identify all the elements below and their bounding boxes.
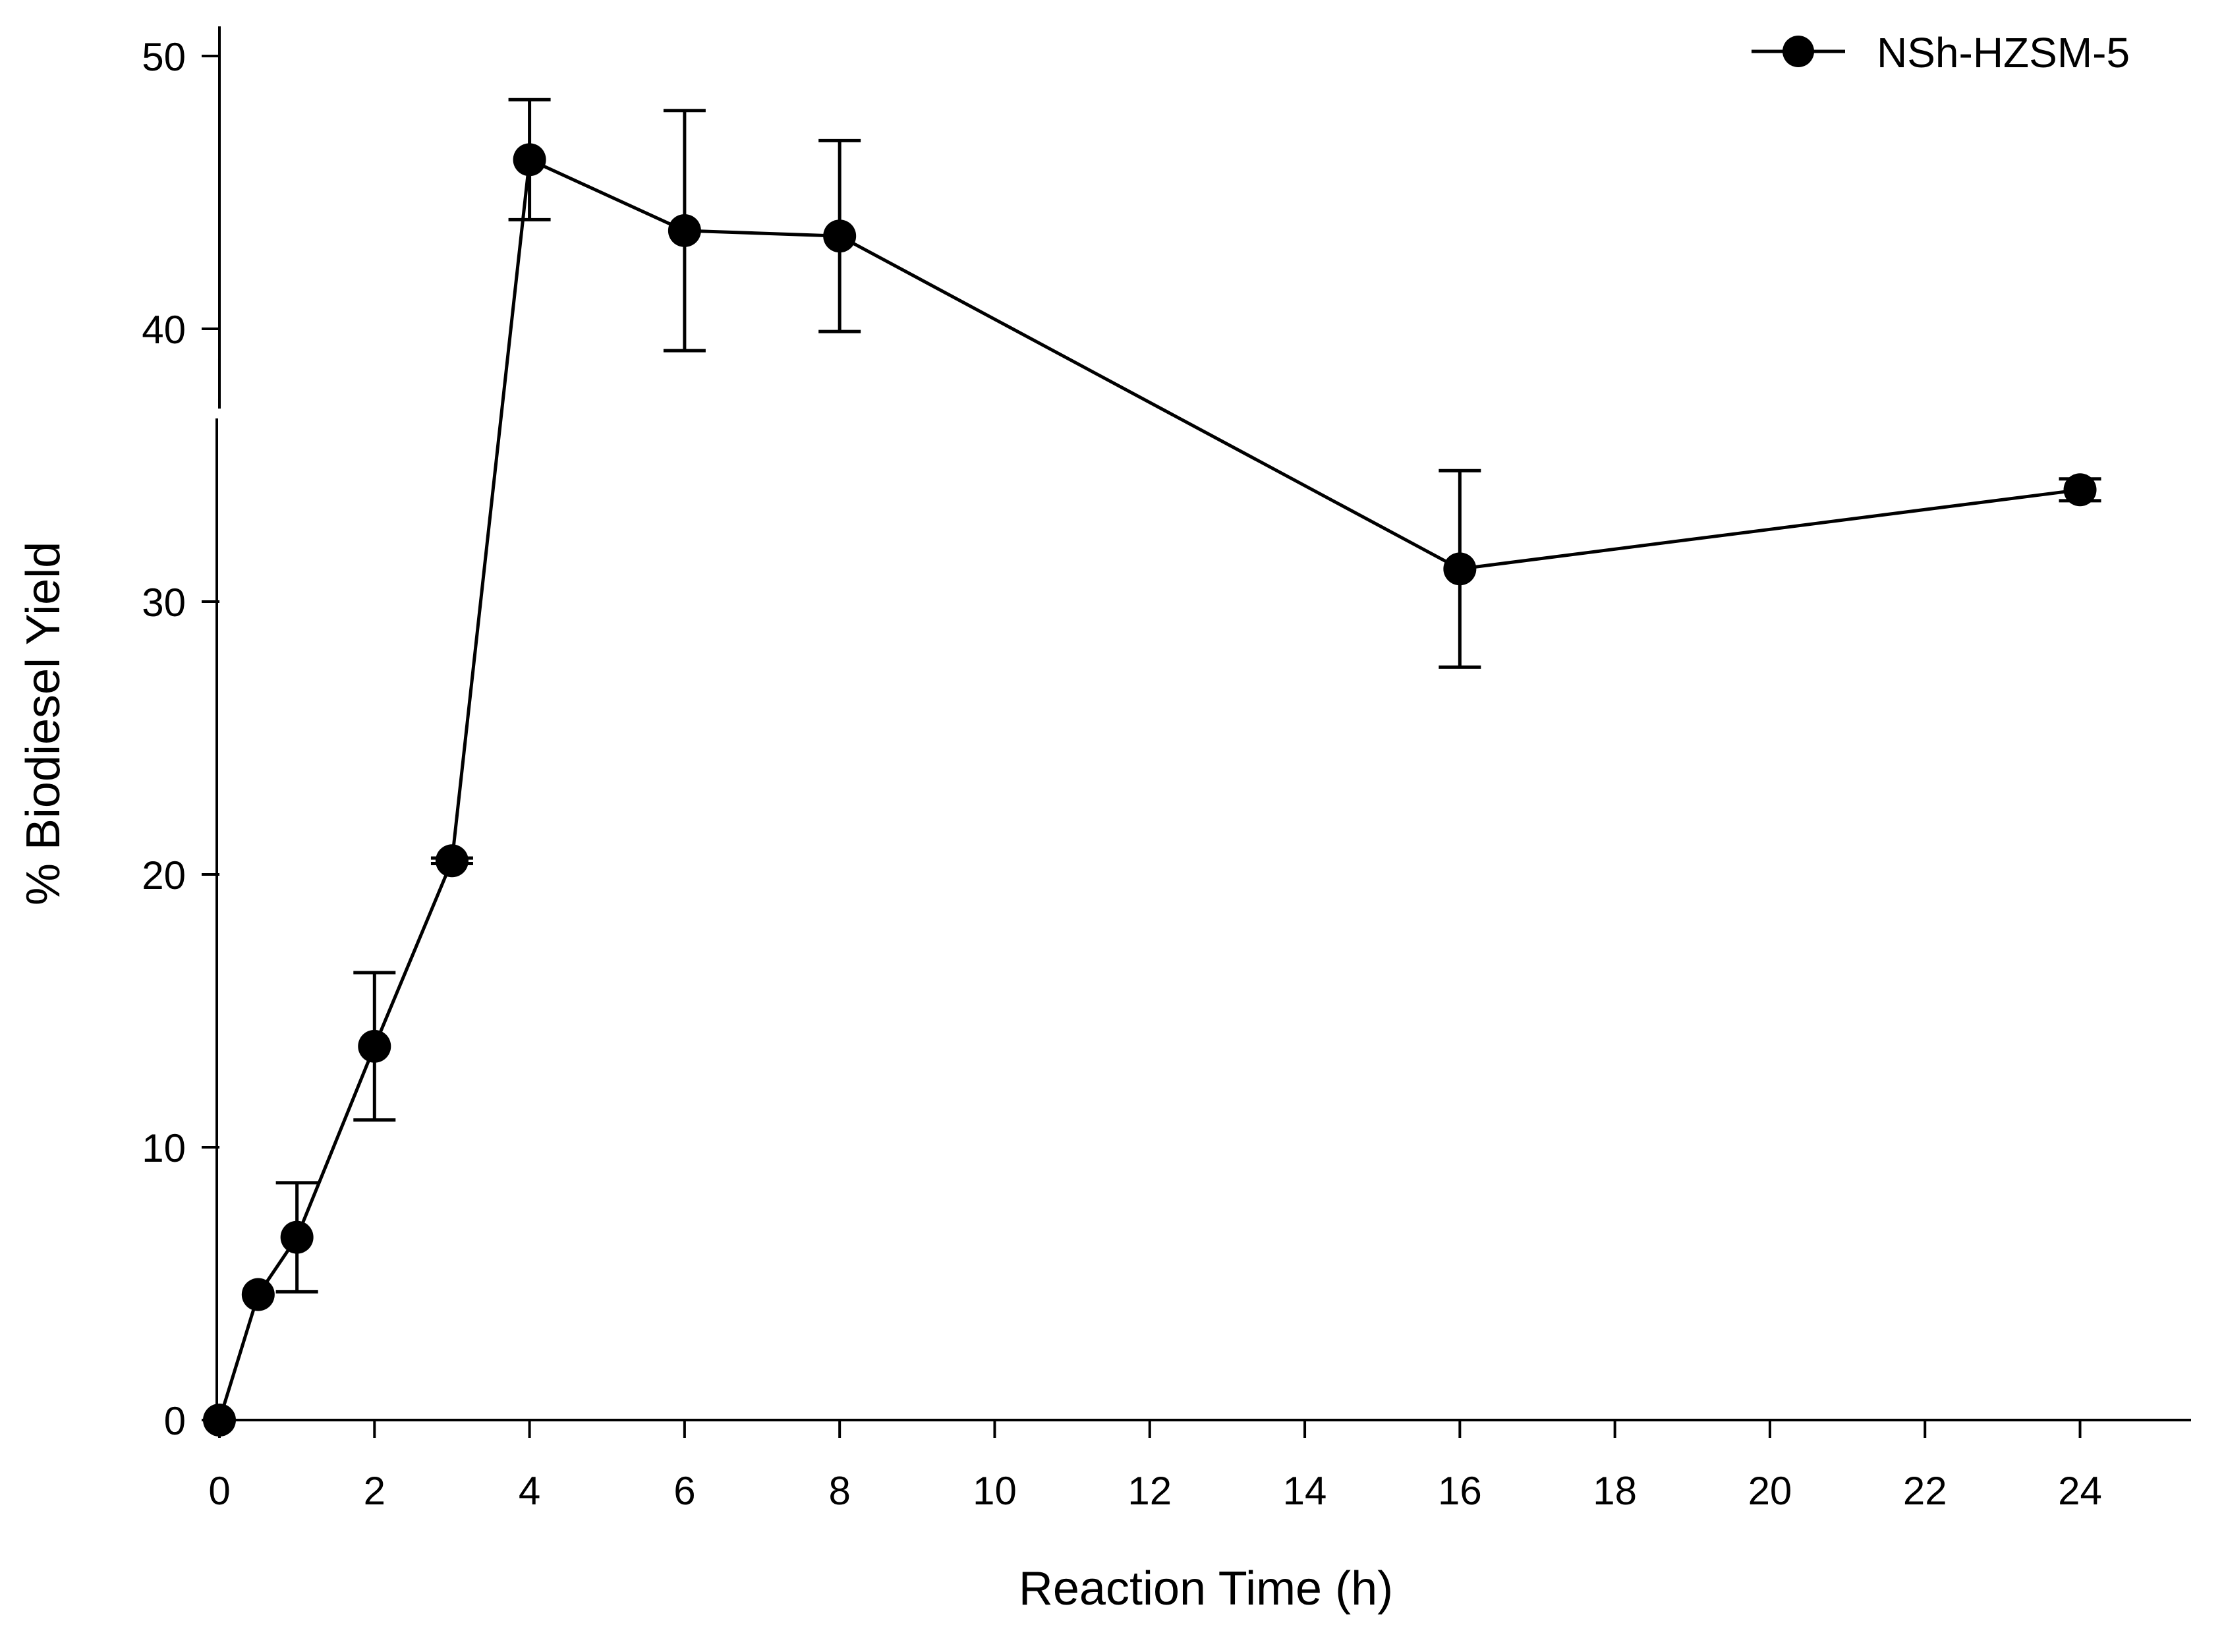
data-point-9 (2063, 473, 2097, 507)
y-tick-label-10: 10 (142, 1126, 186, 1170)
legend-label: NSh-HZSM-5 (1877, 29, 2130, 76)
x-tick-label-14: 14 (1283, 1469, 1327, 1513)
data-point-5 (513, 143, 546, 177)
data-point-1 (241, 1278, 275, 1311)
data-point-0 (203, 1404, 236, 1437)
y-axis-label: % Biodiesel Yield (17, 542, 70, 905)
x-tick-label-10: 10 (973, 1469, 1017, 1513)
x-tick-label-4: 4 (519, 1469, 540, 1513)
x-tick-label-2: 2 (364, 1469, 385, 1513)
data-point-2 (280, 1220, 314, 1254)
x-tick-label-20: 20 (1748, 1469, 1792, 1513)
x-tick-label-18: 18 (1593, 1469, 1637, 1513)
x-tick-label-12: 12 (1127, 1469, 1172, 1513)
series-line-0 (217, 157, 2080, 1421)
data-point-7 (823, 219, 857, 253)
x-tick-label-24: 24 (2058, 1469, 2102, 1513)
data-point-6 (668, 214, 701, 247)
y-axis-line (215, 26, 221, 1420)
x-tick-label-8: 8 (828, 1469, 850, 1513)
series-layer (203, 98, 2101, 1437)
x-tick-label-22: 22 (1903, 1469, 1947, 1513)
x-axis-label: Reaction Time (h) (1019, 1562, 1393, 1615)
y-ticks: 0 10 20 30 40 50 (142, 35, 219, 1443)
x-tick-label-0: 0 (208, 1469, 230, 1513)
data-point-8 (1443, 552, 1477, 586)
legend: NSh-HZSM-5 (1752, 29, 2130, 76)
axes (215, 26, 2191, 1421)
x-ticks: 0 2 4 6 8 10 12 14 16 18 20 22 24 (208, 1420, 2102, 1513)
x-tick-label-6: 6 (673, 1469, 695, 1513)
y-tick-label-0: 0 (164, 1399, 186, 1443)
data-point-4 (435, 844, 469, 878)
y-tick-label-40: 40 (142, 308, 186, 352)
y-tick-label-20: 20 (142, 853, 186, 897)
legend-marker (1782, 36, 1814, 67)
x-tick-label-16: 16 (1438, 1469, 1482, 1513)
data-point-3 (358, 1029, 391, 1063)
y-tick-label-50: 50 (142, 35, 186, 79)
y-tick-label-30: 30 (142, 581, 186, 625)
